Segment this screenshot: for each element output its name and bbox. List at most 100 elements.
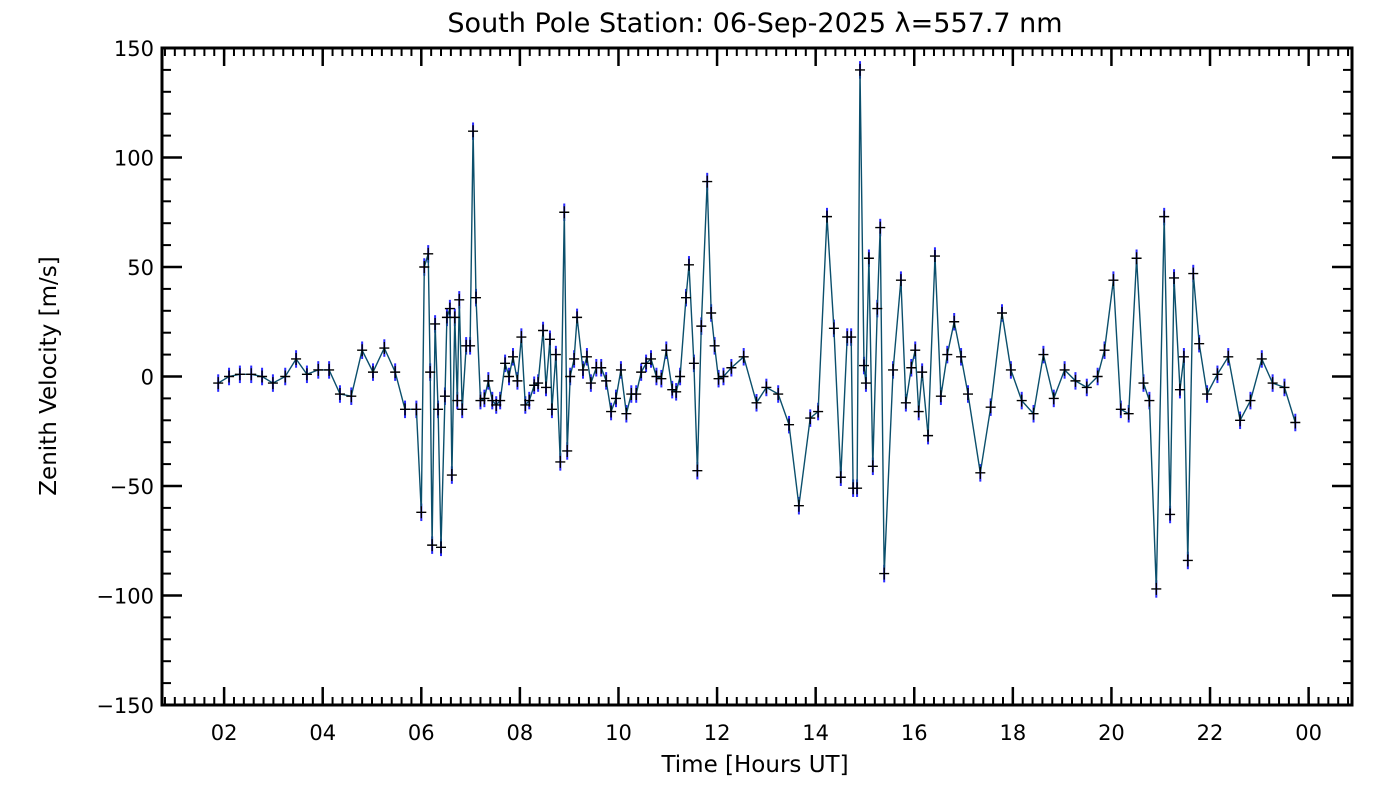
x-tick-label: 06 <box>408 721 435 745</box>
data-point-marker <box>846 331 857 344</box>
data-point-marker <box>565 370 576 383</box>
data-point-marker <box>1099 344 1110 357</box>
data-point-marker <box>706 306 717 319</box>
data-point-marker <box>1212 368 1223 381</box>
data-point-marker <box>444 302 455 315</box>
x-tick-label: 18 <box>999 721 1026 745</box>
data-point-marker <box>601 374 612 387</box>
data-point-marker <box>621 407 632 420</box>
data-point-marker <box>433 403 444 416</box>
data-point-marker <box>1256 352 1267 365</box>
data-point-marker <box>468 125 479 138</box>
data-point-marker <box>267 377 278 390</box>
data-point-marker <box>465 339 476 352</box>
x-tick-label: 08 <box>507 721 534 745</box>
data-point-marker <box>879 567 890 580</box>
data-point-marker <box>544 333 555 346</box>
data-point-marker <box>751 396 762 409</box>
data-point-marker <box>416 506 427 519</box>
data-point-marker <box>324 363 335 376</box>
data-point-marker <box>681 291 692 304</box>
data-point-marker <box>773 388 784 401</box>
data-point-marker <box>828 322 839 335</box>
data-point-marker <box>860 377 871 390</box>
y-tick-label: 150 <box>114 37 154 61</box>
data-point-marker <box>917 366 928 379</box>
data-point-marker <box>1194 337 1205 350</box>
data-point-marker <box>985 401 996 414</box>
data-point-marker <box>367 366 378 379</box>
data-point-marker <box>718 370 729 383</box>
data-point-marker <box>1138 377 1149 390</box>
y-tick-label: −100 <box>96 585 154 609</box>
data-point-marker <box>1131 252 1142 265</box>
data-point-marker <box>813 405 824 418</box>
data-point-marker <box>500 357 511 370</box>
series-line <box>217 69 1296 589</box>
data-point-marker <box>559 206 570 219</box>
axis-ticks <box>162 46 1352 707</box>
y-tick-label: 50 <box>127 256 154 280</box>
data-point-marker <box>1290 416 1301 429</box>
x-tick-label: 00 <box>1295 721 1322 745</box>
x-tick-label: 20 <box>1098 721 1125 745</box>
data-point-marker <box>1165 508 1176 521</box>
data-point-marker <box>427 539 438 552</box>
data-point-marker <box>935 390 946 403</box>
data-point-marker <box>1059 363 1070 376</box>
plot-frame <box>160 46 1354 707</box>
data-point-marker <box>1182 554 1193 567</box>
data-point-marker <box>234 368 245 381</box>
data-point-marker <box>675 370 686 383</box>
data-point-marker <box>913 405 924 418</box>
data-point-marker <box>1151 582 1162 595</box>
data-point-marker <box>1174 383 1185 396</box>
data-point-marker <box>524 394 535 407</box>
data-point-marker <box>683 258 694 271</box>
data-point-marker <box>1108 274 1119 287</box>
data-point-marker <box>923 429 934 442</box>
data-point-marker <box>709 339 720 352</box>
data-point-marker <box>1005 363 1016 376</box>
data-point-marker <box>446 469 457 482</box>
data-point-marker <box>651 370 662 383</box>
data-point-marker <box>671 385 682 398</box>
data-point-marker <box>507 350 518 363</box>
data-point-marker <box>512 374 523 387</box>
data-point-marker <box>379 342 390 355</box>
data-point-marker <box>1188 267 1199 280</box>
data-point-marker <box>357 344 368 357</box>
data-point-marker <box>577 363 588 376</box>
data-point-marker <box>646 352 657 365</box>
data-point-marker <box>1081 381 1092 394</box>
data-point-marker <box>1245 394 1256 407</box>
data-point-marker <box>423 247 434 260</box>
x-tick-label: 02 <box>211 721 238 745</box>
data-point-marker <box>546 403 557 416</box>
data-point-marker <box>1123 407 1134 420</box>
y-tick-label: −50 <box>110 475 154 499</box>
data-point-marker <box>929 250 940 263</box>
data-point-marker <box>550 348 561 361</box>
data-point-marker <box>411 403 422 416</box>
data-point-marker <box>224 370 235 383</box>
data-point-marker <box>835 471 846 484</box>
x-tick-label: 12 <box>704 721 731 745</box>
x-tick-label: 14 <box>802 721 829 745</box>
data-point-marker <box>805 412 816 425</box>
y-tick-label: 0 <box>141 366 154 390</box>
data-point-marker <box>956 350 967 363</box>
data-point-marker <box>1223 350 1234 363</box>
data-point-marker <box>301 368 312 381</box>
x-tick-label: 10 <box>605 721 632 745</box>
data-point-marker <box>430 317 441 330</box>
data-point-marker <box>975 466 986 479</box>
data-point-marker <box>949 315 960 328</box>
data-point-marker <box>661 344 672 357</box>
data-point-marker <box>1048 392 1059 405</box>
data-point-marker <box>631 388 642 401</box>
data-point-marker <box>872 302 883 315</box>
data-point-marker <box>1235 414 1246 427</box>
x-tick-label: 04 <box>309 721 336 745</box>
data-point-marker <box>942 348 953 361</box>
